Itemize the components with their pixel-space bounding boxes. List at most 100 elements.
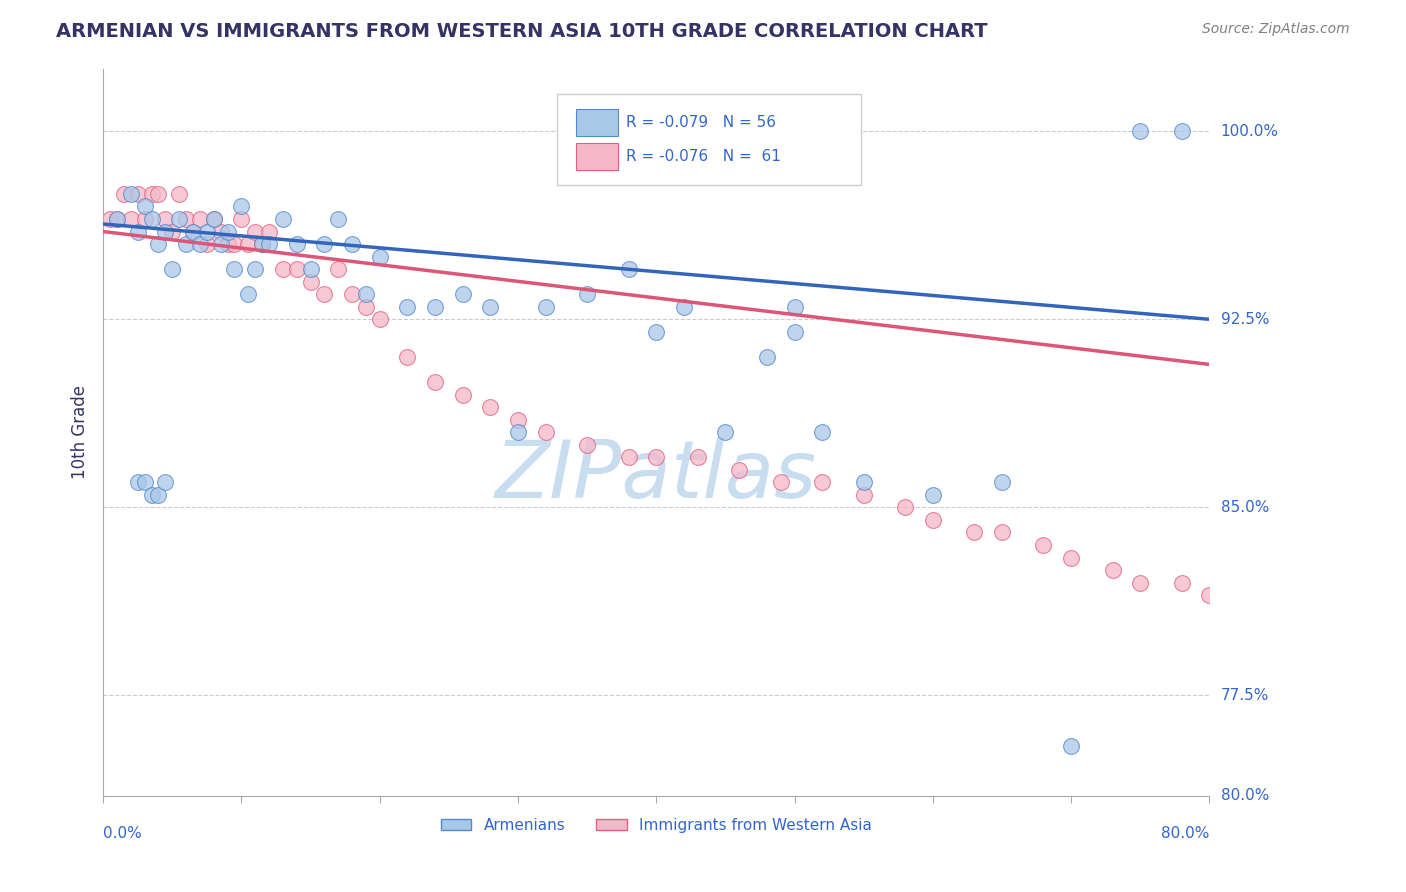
Point [271,211,294,226]
Point [181,225,204,239]
Point [299,262,322,277]
Point [141,211,163,226]
Point [921,513,943,527]
Point [250,237,273,252]
Point [217,237,239,252]
Point [686,450,709,465]
Point [354,287,377,301]
Point [423,300,446,314]
Point [811,475,834,490]
Text: R = -0.079   N = 56: R = -0.079 N = 56 [627,115,776,130]
Point [162,225,184,239]
Point [209,225,232,239]
Point [285,237,308,252]
Text: ARMENIAN VS IMMIGRANTS FROM WESTERN ASIA 10TH GRADE CORRELATION CHART: ARMENIAN VS IMMIGRANTS FROM WESTERN ASIA… [56,22,988,41]
Point [238,237,260,252]
Point [162,262,184,277]
Point [134,211,156,226]
Point [127,475,149,490]
Point [134,199,156,213]
Point [894,500,917,515]
Point [1060,739,1083,753]
Point [340,237,363,252]
Point [396,350,419,364]
Point [645,325,668,339]
Point [141,488,163,502]
Point [134,475,156,490]
Point [368,312,391,326]
Point [217,225,239,239]
Point [506,425,529,439]
Point [479,400,502,414]
Point [328,211,350,226]
Point [155,475,177,490]
Point [238,287,260,301]
Point [245,262,267,277]
Point [576,438,599,452]
Point [231,199,253,213]
Point [617,262,640,277]
Point [127,186,149,201]
Point [257,237,280,252]
Point [195,237,218,252]
Point [285,262,308,277]
Point [257,225,280,239]
Point [534,425,557,439]
Point [105,211,128,226]
Point [314,237,336,252]
Point [1171,575,1194,590]
Point [202,211,225,226]
Point [167,186,190,201]
Point [245,225,267,239]
Point [188,237,211,252]
Text: 0.0%: 0.0% [103,826,142,841]
FancyBboxPatch shape [557,94,860,185]
Text: R = -0.076   N =  61: R = -0.076 N = 61 [627,149,782,164]
Point [250,237,273,252]
Point [174,211,197,226]
Point [963,525,986,540]
Point [202,211,225,226]
Point [167,211,190,226]
Point [1129,575,1152,590]
Point [174,237,197,252]
Point [1309,600,1331,615]
Point [991,525,1014,540]
Point [617,450,640,465]
Point [1281,600,1303,615]
Point [148,186,170,201]
Text: 85.0%: 85.0% [1220,500,1268,515]
Point [155,211,177,226]
Point [195,225,218,239]
Point [155,225,177,239]
Text: 80.0%: 80.0% [1161,826,1209,841]
Point [314,287,336,301]
Point [148,237,170,252]
Text: 92.5%: 92.5% [1220,312,1270,326]
Point [1129,124,1152,138]
Point [120,186,142,201]
Point [852,475,875,490]
Legend: Armenians, Immigrants from Western Asia: Armenians, Immigrants from Western Asia [434,812,877,839]
Point [299,275,322,289]
Point [479,300,502,314]
Point [1101,563,1123,577]
Point [105,211,128,226]
Point [271,262,294,277]
Text: 80.0%: 80.0% [1220,789,1268,804]
Point [181,225,204,239]
Point [783,325,806,339]
Point [769,475,792,490]
Point [423,375,446,389]
Point [1032,538,1054,552]
Point [811,425,834,439]
Point [1060,550,1083,565]
Point [755,350,778,364]
Point [224,237,246,252]
Point [921,488,943,502]
Point [852,488,875,502]
Point [188,211,211,226]
Point [534,300,557,314]
Text: 77.5%: 77.5% [1220,688,1268,703]
Point [506,412,529,426]
